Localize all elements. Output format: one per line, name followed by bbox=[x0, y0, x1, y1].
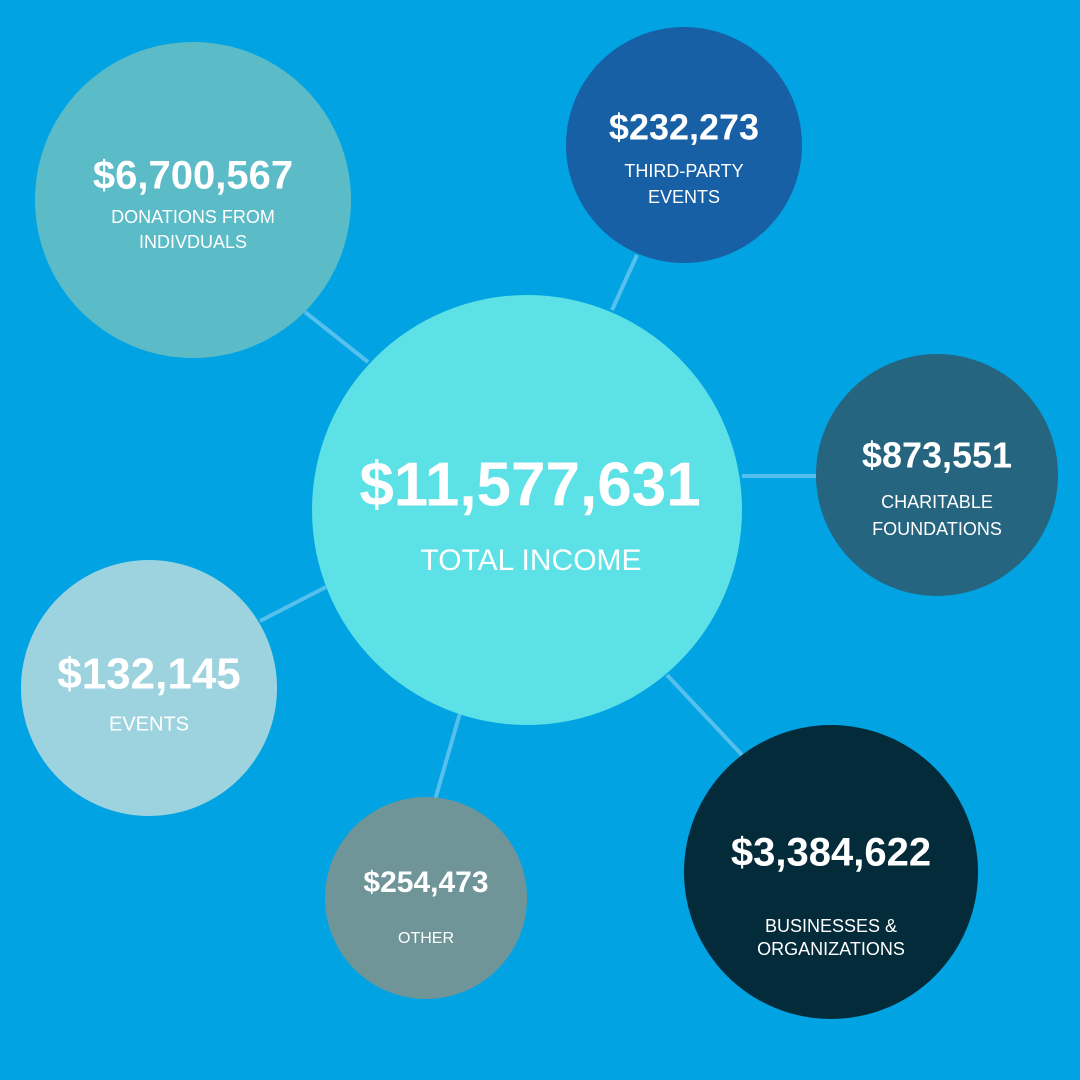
node-value: $3,384,622 bbox=[731, 831, 931, 875]
node-value: $254,473 bbox=[363, 866, 488, 899]
connector bbox=[665, 673, 744, 757]
node-circle bbox=[325, 797, 527, 999]
connector bbox=[610, 254, 639, 311]
node-label: EVENTS bbox=[648, 187, 720, 207]
node-label: DONATIONS FROM bbox=[111, 207, 275, 227]
total-value: $11,577,631 bbox=[359, 450, 700, 519]
total-label: TOTAL INCOME bbox=[420, 544, 641, 577]
node-circle bbox=[35, 42, 351, 358]
income-node: $873,551 CHARITABLE FOUNDATIONS bbox=[816, 354, 1058, 596]
node-label: ORGANIZATIONS bbox=[757, 939, 905, 959]
node-circle bbox=[21, 560, 277, 816]
income-node: $132,145 EVENTS bbox=[21, 560, 277, 816]
income-node: $6,700,567 DONATIONS FROM INDIVDUALS bbox=[35, 42, 351, 358]
node-label: CHARITABLE bbox=[881, 492, 993, 512]
connector bbox=[433, 712, 462, 801]
node-value: $873,551 bbox=[862, 435, 1012, 476]
connector bbox=[259, 585, 327, 623]
center-circle bbox=[312, 295, 742, 725]
node-circle bbox=[816, 354, 1058, 596]
node-circle bbox=[566, 27, 802, 263]
node-label: OTHER bbox=[398, 930, 454, 947]
income-node: $3,384,622 BUSINESSES & ORGANIZATIONS bbox=[684, 725, 978, 1019]
center-node: $11,577,631 TOTAL INCOME bbox=[312, 295, 742, 725]
node-label: EVENTS bbox=[109, 713, 189, 735]
node-value: $132,145 bbox=[57, 650, 241, 699]
node-label: FOUNDATIONS bbox=[872, 519, 1002, 539]
node-value: $6,700,567 bbox=[93, 154, 293, 198]
node-value: $232,273 bbox=[609, 107, 759, 148]
income-node: $254,473 OTHER bbox=[325, 797, 527, 999]
node-label: THIRD-PARTY bbox=[624, 161, 743, 181]
node-label: INDIVDUALS bbox=[139, 232, 247, 252]
node-label: BUSINESSES & bbox=[765, 916, 897, 936]
node-circle bbox=[684, 725, 978, 1019]
connector bbox=[303, 310, 370, 364]
income-node: $232,273 THIRD-PARTY EVENTS bbox=[566, 27, 802, 263]
